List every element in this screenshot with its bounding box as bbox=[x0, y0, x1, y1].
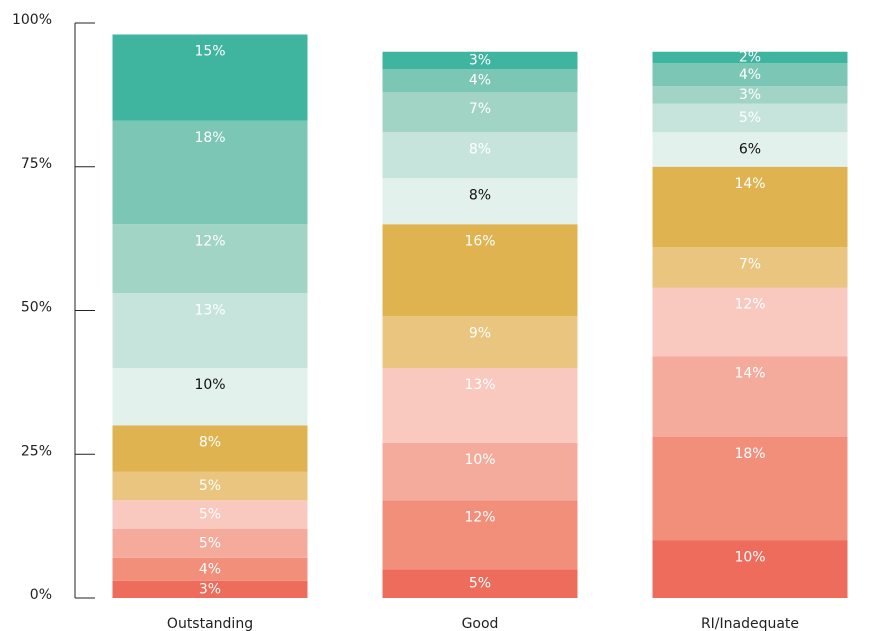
data-label: 3% bbox=[469, 52, 491, 68]
data-label: 18% bbox=[734, 446, 765, 462]
x-tick-label: Good bbox=[462, 616, 499, 631]
data-label: 13% bbox=[194, 302, 225, 318]
data-label: 2% bbox=[739, 50, 761, 66]
data-label: 6% bbox=[739, 141, 761, 157]
data-label: 16% bbox=[464, 233, 495, 249]
bar-segment bbox=[112, 293, 308, 368]
bar-segment bbox=[112, 425, 308, 472]
bar-segment bbox=[652, 51, 848, 64]
data-label: 5% bbox=[469, 576, 491, 592]
data-label: 8% bbox=[469, 141, 491, 157]
data-label: 5% bbox=[199, 535, 221, 551]
bar-segment bbox=[382, 569, 578, 598]
bar-segment bbox=[382, 316, 578, 368]
bar-segment bbox=[652, 86, 848, 104]
data-label: 13% bbox=[464, 377, 495, 393]
bar-segment bbox=[382, 224, 578, 317]
data-label: 12% bbox=[464, 509, 495, 525]
bar-segment bbox=[382, 442, 578, 501]
bar-segment bbox=[112, 34, 308, 121]
x-tick-label: Outstanding bbox=[167, 616, 253, 631]
data-label: 10% bbox=[194, 377, 225, 393]
y-tick-label: 25% bbox=[21, 443, 52, 459]
bar-segment bbox=[652, 437, 848, 541]
data-label: 5% bbox=[199, 478, 221, 494]
bar-segment bbox=[112, 580, 308, 598]
bar-segment bbox=[652, 247, 848, 288]
y-tick-label: 0% bbox=[30, 587, 52, 603]
data-label: 4% bbox=[739, 67, 761, 83]
bar-segment bbox=[652, 287, 848, 357]
data-label: 14% bbox=[734, 366, 765, 382]
data-label: 15% bbox=[194, 44, 225, 60]
data-label: 3% bbox=[199, 581, 221, 597]
data-label: 9% bbox=[469, 325, 491, 341]
data-label: 12% bbox=[194, 233, 225, 249]
bar-segment bbox=[382, 92, 578, 133]
data-label: 7% bbox=[469, 101, 491, 117]
data-label: 5% bbox=[739, 110, 761, 126]
bar-segment bbox=[382, 178, 578, 225]
bar-segment bbox=[652, 103, 848, 133]
bar-segment bbox=[112, 500, 308, 529]
bar-segment bbox=[382, 51, 578, 69]
bar-segment bbox=[652, 540, 848, 598]
data-label: 4% bbox=[199, 561, 221, 577]
data-label: 18% bbox=[194, 130, 225, 146]
bar-segment bbox=[112, 120, 308, 225]
bar-segment bbox=[112, 529, 308, 558]
bar-segment bbox=[652, 356, 848, 437]
bar-segment bbox=[652, 166, 848, 248]
bar-segment bbox=[112, 368, 308, 426]
data-label: 3% bbox=[739, 87, 761, 103]
data-label: 8% bbox=[469, 187, 491, 203]
y-tick-label: 50% bbox=[21, 300, 52, 316]
data-label: 14% bbox=[734, 176, 765, 192]
data-label: 12% bbox=[734, 297, 765, 313]
data-label: 10% bbox=[464, 452, 495, 468]
bar-segment bbox=[652, 132, 848, 167]
bar-segment bbox=[382, 132, 578, 179]
bar-segment bbox=[112, 224, 308, 294]
data-label: 5% bbox=[199, 507, 221, 523]
data-label: 4% bbox=[469, 73, 491, 89]
bar-segment bbox=[382, 69, 578, 92]
y-tick-label: 100% bbox=[12, 12, 52, 28]
data-label: 10% bbox=[734, 550, 765, 566]
data-label: 8% bbox=[199, 435, 221, 451]
bar-segment bbox=[382, 368, 578, 443]
bar-segment bbox=[112, 471, 308, 501]
y-tick-label: 75% bbox=[21, 156, 52, 172]
bar-segment bbox=[112, 557, 308, 581]
x-tick-label: RI/Inadequate bbox=[701, 616, 799, 631]
data-label: 7% bbox=[739, 256, 761, 272]
bar-segment bbox=[382, 500, 578, 570]
bar-segment bbox=[652, 63, 848, 87]
